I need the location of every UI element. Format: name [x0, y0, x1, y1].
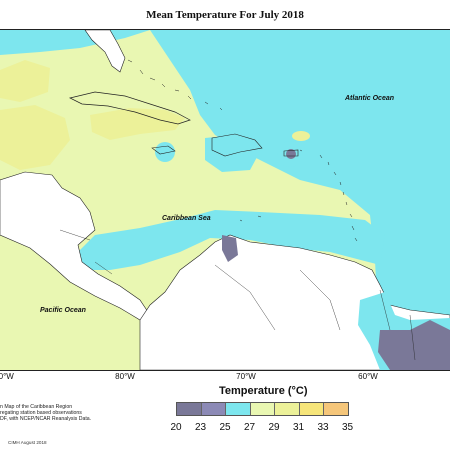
legend-value-label: 35	[341, 422, 354, 433]
note-line: regating station based observations	[0, 410, 82, 417]
atlantic-cool-area	[150, 30, 450, 370]
cuba-outline	[68, 91, 191, 125]
legend-value-label: 33	[317, 422, 329, 433]
jamaica-outline	[151, 145, 176, 155]
country-borders	[59, 229, 416, 361]
legend-title: Temperature (°C)	[219, 385, 308, 397]
caribbean-sea-label: Caribbean Sea	[162, 215, 211, 222]
small-islands	[127, 59, 358, 242]
legend-value-label: 23	[194, 422, 207, 433]
hispaniola-cool-area	[205, 134, 262, 172]
legend-swatch	[250, 403, 275, 415]
maracaibo-cold-area	[222, 235, 238, 262]
central-america-land	[0, 171, 151, 321]
cuba-hot-area	[90, 108, 185, 140]
guyana-cold-area	[378, 320, 450, 370]
yucatan-hot-area	[0, 105, 70, 170]
hispaniola-outline	[211, 133, 263, 157]
map-canvas: Atlantic Ocean Caribbean Sea Pacific Oce…	[0, 30, 450, 370]
legend-color-bar	[176, 402, 349, 416]
legend-value-label: 29	[268, 422, 280, 433]
legend-swatch	[226, 403, 251, 415]
longitude-label-70w: 70°W	[236, 372, 256, 381]
description-note: n Map of the Caribbean Region regating s…	[0, 404, 150, 423]
longitude-label-80w: 80°W	[115, 372, 135, 381]
temperature-map: Atlantic Ocean Caribbean Sea Pacific Oce…	[0, 29, 450, 371]
legend-value-label: 31	[292, 422, 305, 433]
legend-swatch	[299, 403, 324, 415]
longitude-label-60w: 60°W	[358, 372, 378, 381]
florida-land	[84, 30, 126, 73]
south-coast-cool-area	[75, 210, 385, 270]
pacific-ocean-label: Pacific Ocean	[40, 307, 86, 314]
legend-value-label: 25	[219, 422, 231, 433]
note-line: DF, with NCEP/NCAR Reanalysis Data.	[0, 416, 92, 423]
legend-swatch	[201, 403, 226, 415]
legend-value-label: 20	[170, 422, 182, 433]
puerto-rico-cold-spot	[286, 149, 296, 159]
legend-swatch	[275, 403, 300, 415]
map-title: Mean Temperature For July 2018	[146, 9, 304, 21]
jamaica-cool-area	[155, 142, 175, 162]
longitude-label-90w: 90°W	[0, 372, 14, 381]
atlantic-hot-spot	[292, 131, 310, 141]
legend-value-label: 27	[243, 422, 256, 433]
credit-text: CIMH August 2018	[8, 440, 47, 445]
puerto-rico-outline	[283, 149, 299, 157]
legend-swatch	[177, 403, 202, 415]
gulf-hot-area	[0, 60, 50, 102]
note-line: n Map of the Caribbean Region	[0, 404, 73, 410]
legend-swatch	[324, 403, 348, 415]
atlantic-ocean-label: Atlantic Ocean	[344, 95, 394, 102]
